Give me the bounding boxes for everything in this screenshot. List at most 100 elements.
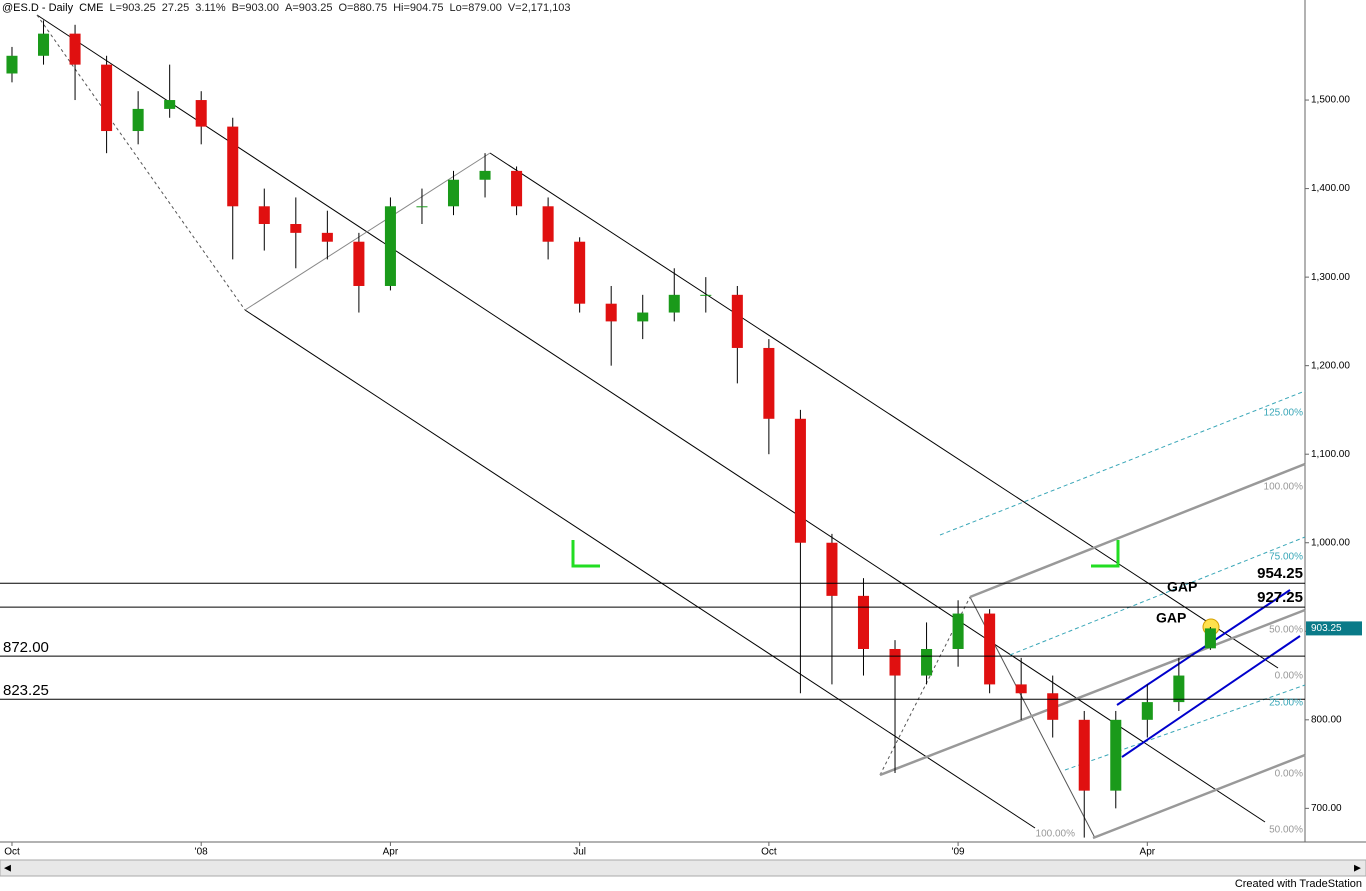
fib-line xyxy=(1009,536,1306,656)
candle-body xyxy=(731,294,743,348)
pitchfork-handle xyxy=(244,152,491,311)
pitchfork-line xyxy=(36,14,1266,823)
pitchfork-line xyxy=(1092,753,1306,840)
candle-body xyxy=(258,206,270,225)
x-tick-label: Oct xyxy=(761,847,777,858)
scrollbar[interactable] xyxy=(0,859,1366,877)
plot xyxy=(6,20,1216,838)
x-tick-label: Oct xyxy=(4,847,20,858)
x-tick-label: Apr xyxy=(1140,847,1156,858)
candle-body xyxy=(763,347,775,419)
header-field: Lo=879.00 xyxy=(450,2,502,14)
x-tick-label: Apr xyxy=(383,847,399,858)
candle-body xyxy=(38,33,50,56)
candle-body xyxy=(1047,693,1059,720)
y-tick-label: 700.00 xyxy=(1311,803,1342,814)
candle-body xyxy=(479,170,491,180)
candle-body xyxy=(164,100,176,109)
candle-body xyxy=(69,33,81,65)
y-tick-label: 1,000.00 xyxy=(1311,537,1350,548)
candle-body xyxy=(447,179,460,207)
gap-label: GAP xyxy=(1167,579,1197,595)
candle-body xyxy=(1141,702,1153,720)
candle-body xyxy=(605,303,617,322)
header-field: V=2,171,103 xyxy=(508,2,571,14)
fib-label: 25.00% xyxy=(1269,698,1303,709)
candle-body xyxy=(227,126,239,207)
candle-body xyxy=(1078,719,1090,791)
y-tick-label: 1,100.00 xyxy=(1311,449,1350,460)
fib-line xyxy=(939,390,1306,536)
scroll-left: ◀ xyxy=(4,862,11,872)
candle-body xyxy=(574,241,586,304)
candle-body xyxy=(1173,675,1185,703)
candle-body xyxy=(984,613,996,685)
candle-body xyxy=(290,224,302,233)
candle-body xyxy=(952,613,964,649)
candle-body xyxy=(195,100,207,127)
gap-label: GAP xyxy=(1156,610,1186,626)
gray-pitchfork xyxy=(879,462,1306,840)
candle-body xyxy=(101,64,113,132)
y-tick-label: 1,400.00 xyxy=(1311,183,1350,194)
fib-label: 100.00% xyxy=(1264,482,1304,493)
candle-body xyxy=(1110,719,1122,791)
y-tick-label: 1,500.00 xyxy=(1311,95,1350,106)
candle-body xyxy=(384,206,396,286)
header-field: B=903.00 xyxy=(232,2,279,14)
level-label: 823.25 xyxy=(3,682,49,699)
last-price-box xyxy=(1306,621,1362,636)
pitchfork-line xyxy=(969,462,1306,599)
x-tick-label: Jul xyxy=(573,847,586,858)
candle-body xyxy=(921,648,933,676)
candle-body xyxy=(826,542,838,596)
candle-body xyxy=(511,170,523,207)
footer: Created with TradeStation xyxy=(1235,878,1362,890)
candle-body xyxy=(353,241,365,286)
brackets xyxy=(571,540,1120,568)
header-field: @ES.D - Daily xyxy=(2,2,74,14)
candle-body xyxy=(1015,684,1027,694)
candle-body xyxy=(321,232,333,242)
last-price-label: 903.25 xyxy=(1311,623,1342,634)
candle-body xyxy=(1204,628,1216,649)
candle-body xyxy=(794,418,806,543)
candle-body xyxy=(132,108,144,132)
candle-body xyxy=(668,294,680,313)
fib-label: 100.00% xyxy=(1036,829,1076,840)
candle-body xyxy=(416,206,428,208)
candle-body xyxy=(889,648,901,676)
header-field: CME xyxy=(79,2,103,14)
scroll-right: ▶ xyxy=(1354,862,1361,872)
fib-label: 125.00% xyxy=(1264,408,1304,419)
header-field: O=880.75 xyxy=(338,2,387,14)
fib-label: 75.00% xyxy=(1269,552,1303,563)
y-tick-label: 1,200.00 xyxy=(1311,360,1350,371)
level-label: 954.25 xyxy=(1257,565,1303,582)
header-field: Hi=904.75 xyxy=(393,2,443,14)
bracket xyxy=(571,540,600,568)
y-tick-label: 1,300.00 xyxy=(1311,272,1350,283)
header-field: L=903.25 xyxy=(110,2,156,14)
pitchfork-line xyxy=(244,309,1036,829)
fib-label: 50.00% xyxy=(1269,825,1303,836)
x-tick-label: '08 xyxy=(195,847,208,858)
header-field: 27.25 xyxy=(162,2,190,14)
header-field: 3.11% xyxy=(195,2,226,14)
candle-body xyxy=(700,294,712,296)
bracket xyxy=(1091,540,1120,568)
fib-label: 0.00% xyxy=(1275,671,1303,682)
fib-label: 0.00% xyxy=(1275,769,1303,780)
pitchfork-line xyxy=(489,152,1279,669)
y-tick-label: 800.00 xyxy=(1311,714,1342,725)
level-label: 872.00 xyxy=(3,639,49,656)
x-tick-label: '09 xyxy=(952,847,965,858)
header-field: A=903.25 xyxy=(285,2,332,14)
pitchfork-line xyxy=(879,608,1306,777)
level-label: 927.25 xyxy=(1257,589,1303,606)
channel-line xyxy=(1116,589,1291,706)
candle-body xyxy=(542,206,554,242)
candle-body xyxy=(857,595,870,649)
